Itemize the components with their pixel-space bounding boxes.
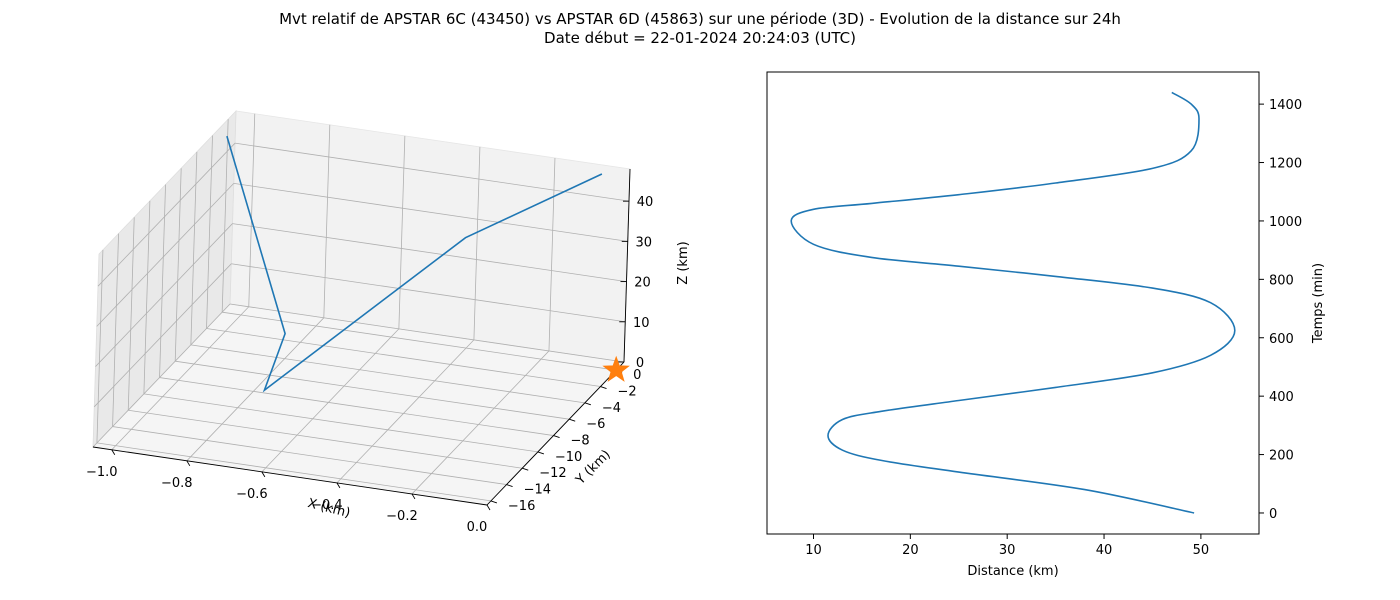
x-tick-label-3: 40: [1096, 543, 1113, 558]
origin-star-marker: [602, 355, 630, 382]
y-tick-label-0: 0: [633, 368, 641, 383]
y-tick-label-7: 1400: [1269, 98, 1302, 113]
x-tick-2: [261, 471, 266, 478]
grid-z-back-1: [231, 263, 626, 323]
plot-frame: [766, 71, 1260, 535]
y-tick-7: [506, 484, 513, 487]
grid-y-floor-0: [222, 311, 617, 371]
grid-y-floor-6: [128, 409, 523, 469]
y-tick-label-2: 400: [1269, 390, 1294, 405]
x-tick-label-4: −0.2: [386, 509, 418, 524]
chart-3d-trajectory: −1.0 −0.8 −0.6 −0.4 −0.2 0.0 0 −2−4−6 −8−10−12 −1…: [86, 109, 691, 535]
grid-y-floor-8: [96, 442, 491, 502]
chart-title-line-1: Mvt relatif de APSTAR 6C (43450) vs APST…: [279, 10, 1121, 28]
grid-z-side-1: [93, 263, 232, 408]
x-tick-0: [111, 449, 116, 455]
chart-title: Mvt relatif de APSTAR 6C (43450) vs APST…: [0, 10, 1400, 48]
x-axis-label: Distance (km): [967, 564, 1058, 579]
grid-y-floor-4: [159, 377, 554, 436]
x-tick-label-2: −0.6: [236, 487, 268, 502]
grid-z-side-2: [95, 223, 233, 367]
x-tick-3: [336, 482, 341, 489]
y-tick-label-5: −10: [555, 450, 582, 465]
y-tick-2: [584, 402, 591, 406]
chart-title-line-2: Date début = 22-01-2024 20:24:03 (UTC): [544, 29, 856, 47]
grid-z-back-0: [229, 303, 625, 363]
y-tick-label-2: −4: [602, 401, 621, 416]
x-tick-5: [486, 504, 491, 511]
z-tick-label-2: 20: [634, 276, 651, 291]
x-tick-label-2: 30: [999, 543, 1016, 558]
y-tick-label-6: 1200: [1269, 157, 1302, 172]
x-tick-label-1: −0.8: [161, 476, 193, 491]
grid-x-floor-3: [336, 339, 475, 484]
y-tick-label-5: 1000: [1269, 215, 1302, 230]
z-tick-label-0: 0: [636, 356, 644, 371]
x-tick-1: [186, 460, 191, 467]
grid-x-floor-1: [186, 317, 325, 462]
y-tick-label-8: −16: [508, 499, 535, 514]
x-tick-label-0: 10: [805, 543, 822, 558]
grid-y-floor-7: [112, 426, 507, 485]
y-tick-label-1: −2: [618, 385, 637, 400]
z-tick-label-1: 10: [633, 316, 650, 331]
grid-x-floor-4: [411, 350, 550, 495]
grid-z-back-2: [232, 223, 627, 282]
y-tick-label-7: −14: [524, 483, 551, 498]
grid-z-side-3: [96, 183, 235, 327]
x-tick-label-1: 20: [902, 543, 919, 558]
x-tick-label-5: 0.0: [467, 520, 488, 535]
y-tick-3: [569, 418, 576, 422]
x-tick-label-3: −0.4: [311, 498, 343, 513]
grid-y-floor-1: [206, 328, 601, 387]
y-tick-label-3: 600: [1269, 332, 1294, 347]
grid-z-side-0: [92, 303, 231, 448]
x-tick-label-4: 50: [1193, 543, 1210, 558]
y-tick-label-4: −8: [571, 434, 590, 449]
grid-x-floor-2: [261, 328, 400, 473]
y-tick-8: [490, 500, 498, 504]
distance-line-0: [790, 91, 1236, 514]
y-tick-label-0: 0: [1269, 507, 1277, 522]
y-tick-1: [600, 386, 607, 389]
y-tick-5: [537, 451, 545, 455]
y-axis-label: Temps (min): [1311, 263, 1326, 344]
trajectory-line-0: [226, 135, 603, 393]
grid-y-floor-2: [190, 344, 585, 404]
z-tick-label-4: 40: [637, 195, 654, 210]
y-tick-6: [522, 467, 529, 471]
y-tick-label-4: 800: [1269, 273, 1294, 288]
grid-y-floor-3: [175, 360, 570, 420]
x-tick-label-0: −1.0: [86, 465, 118, 480]
z-axis-label: Z (km): [676, 241, 691, 284]
chart-distance-over-time: 10 20 30 40 50 0 200 400 600 800 1000 1200 1400 Dista…: [766, 71, 1326, 579]
x-axis-line: [92, 446, 488, 506]
y-tick-label-3: −6: [586, 417, 605, 432]
y-tick-label-1: 200: [1269, 449, 1294, 464]
y-axis-line: [486, 361, 625, 506]
grid-y-floor-5: [143, 393, 538, 453]
x-tick-4: [411, 493, 416, 500]
z-tick-label-3: 30: [635, 235, 652, 250]
grid-z-back-3: [233, 182, 628, 242]
grid-z-side-4: [97, 142, 236, 287]
y-tick-label-6: −12: [539, 466, 566, 481]
y-tick-4: [553, 435, 560, 438]
grid-x-floor-0: [111, 306, 250, 451]
